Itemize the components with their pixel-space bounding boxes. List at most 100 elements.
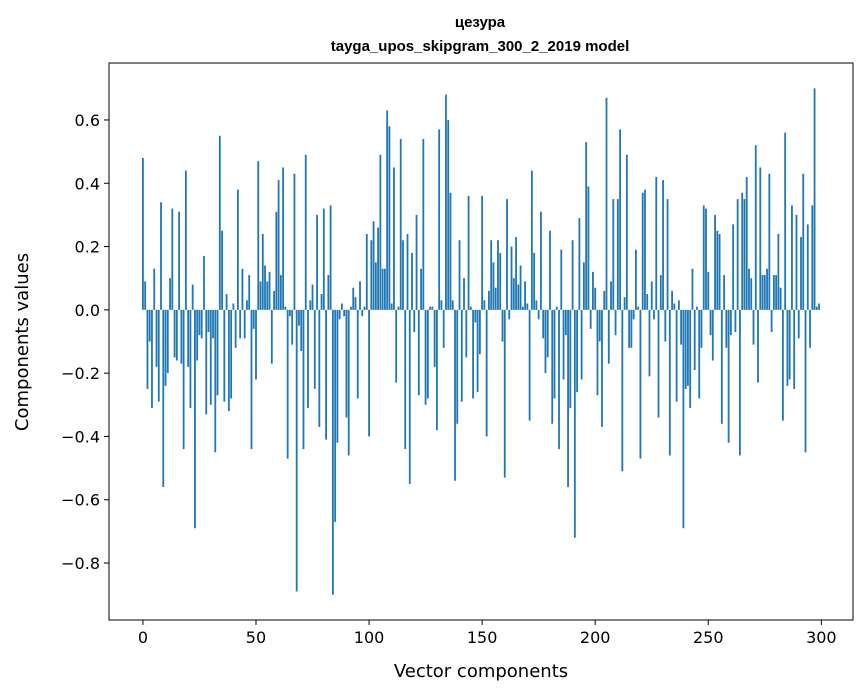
bar-115 xyxy=(402,240,404,310)
bar-246 xyxy=(698,309,701,399)
bar-288 xyxy=(793,309,796,389)
bar-112 xyxy=(395,309,398,383)
bar-13 xyxy=(171,208,174,310)
bar-22 xyxy=(191,284,194,310)
y-tick-label: −0.4 xyxy=(61,427,100,446)
bar-260 xyxy=(729,309,732,336)
bar-192 xyxy=(576,309,579,393)
bar-59 xyxy=(275,211,278,310)
bar-161 xyxy=(506,199,508,310)
bar-35 xyxy=(221,230,223,310)
bar-10 xyxy=(164,309,167,386)
bar-76 xyxy=(313,309,316,389)
bar-284 xyxy=(784,132,787,310)
bar-15 xyxy=(175,309,178,361)
bar-176 xyxy=(540,211,542,310)
bar-9 xyxy=(162,309,165,488)
bar-130 xyxy=(436,309,438,431)
bar-92 xyxy=(350,306,352,310)
bar-32 xyxy=(214,309,217,453)
bar-68 xyxy=(295,309,298,592)
bar-64 xyxy=(286,309,289,459)
bar-265 xyxy=(741,192,744,310)
bar-229 xyxy=(659,275,662,310)
bar-48 xyxy=(250,309,253,450)
bar-74 xyxy=(309,300,312,310)
bar-160 xyxy=(503,309,506,478)
bar-264 xyxy=(739,309,741,456)
bar-294 xyxy=(806,224,809,310)
bar-122 xyxy=(417,309,420,396)
bar-198 xyxy=(589,309,592,329)
bar-109 xyxy=(388,126,391,310)
bar-138 xyxy=(454,309,456,481)
bar-225 xyxy=(650,281,653,310)
bar-124 xyxy=(422,138,425,310)
bar-2 xyxy=(146,309,149,389)
bar-86 xyxy=(336,309,339,443)
bar-6 xyxy=(155,309,158,367)
bars-group xyxy=(142,88,820,595)
bar-158 xyxy=(499,252,502,310)
bar-210 xyxy=(616,199,619,310)
bar-234 xyxy=(671,290,673,310)
bar-157 xyxy=(497,240,499,310)
bar-20 xyxy=(187,309,190,367)
x-tick-label: 200 xyxy=(580,628,611,647)
bar-168 xyxy=(521,306,524,310)
bar-197 xyxy=(587,186,590,310)
bar-103 xyxy=(374,262,377,310)
bar-209 xyxy=(614,309,617,336)
bar-268 xyxy=(748,268,750,310)
bar-144 xyxy=(467,195,470,310)
bar-28 xyxy=(205,309,208,415)
bar-72 xyxy=(304,154,307,310)
bar-174 xyxy=(535,300,538,310)
bar-181 xyxy=(551,309,554,424)
bar-71 xyxy=(302,309,305,450)
bar-18 xyxy=(182,309,185,450)
bar-218 xyxy=(635,249,637,310)
bar-14 xyxy=(173,309,176,358)
bar-275 xyxy=(763,275,766,310)
bar-226 xyxy=(653,309,655,320)
bar-165 xyxy=(515,237,517,310)
bar-132 xyxy=(440,300,443,310)
bar-205 xyxy=(605,97,608,310)
bar-125 xyxy=(424,309,427,405)
bar-240 xyxy=(684,309,687,389)
bar-27 xyxy=(203,256,205,310)
bar-19 xyxy=(184,170,187,310)
bar-139 xyxy=(456,309,459,424)
bar-216 xyxy=(630,309,633,348)
bar-149 xyxy=(478,309,481,355)
bar-277 xyxy=(768,173,771,310)
bar-298 xyxy=(815,306,818,310)
bar-142 xyxy=(463,278,465,310)
bar-89 xyxy=(343,309,346,317)
bar-4 xyxy=(151,309,153,408)
bar-37 xyxy=(225,294,228,310)
bar-95 xyxy=(356,309,359,399)
bar-65 xyxy=(289,309,291,317)
bar-80 xyxy=(322,208,325,310)
bar-196 xyxy=(585,142,588,310)
bar-54 xyxy=(264,265,266,310)
bar-200 xyxy=(594,287,597,310)
bar-55 xyxy=(266,281,269,310)
bar-252 xyxy=(711,309,714,361)
bar-233 xyxy=(668,309,671,456)
bar-227 xyxy=(655,176,658,310)
bar-148 xyxy=(476,309,479,393)
bar-41 xyxy=(234,309,237,348)
x-tick-label: 300 xyxy=(806,628,837,647)
x-axis-ticks: 0 50 100 150 200 250 300 xyxy=(138,620,837,647)
bar-151 xyxy=(483,300,486,310)
bar-280 xyxy=(775,275,778,310)
bar-136 xyxy=(449,192,452,310)
bar-212 xyxy=(621,309,624,472)
bar-106 xyxy=(381,268,384,310)
bar-82 xyxy=(327,275,330,310)
bar-162 xyxy=(508,309,511,320)
bar-126 xyxy=(426,309,429,399)
